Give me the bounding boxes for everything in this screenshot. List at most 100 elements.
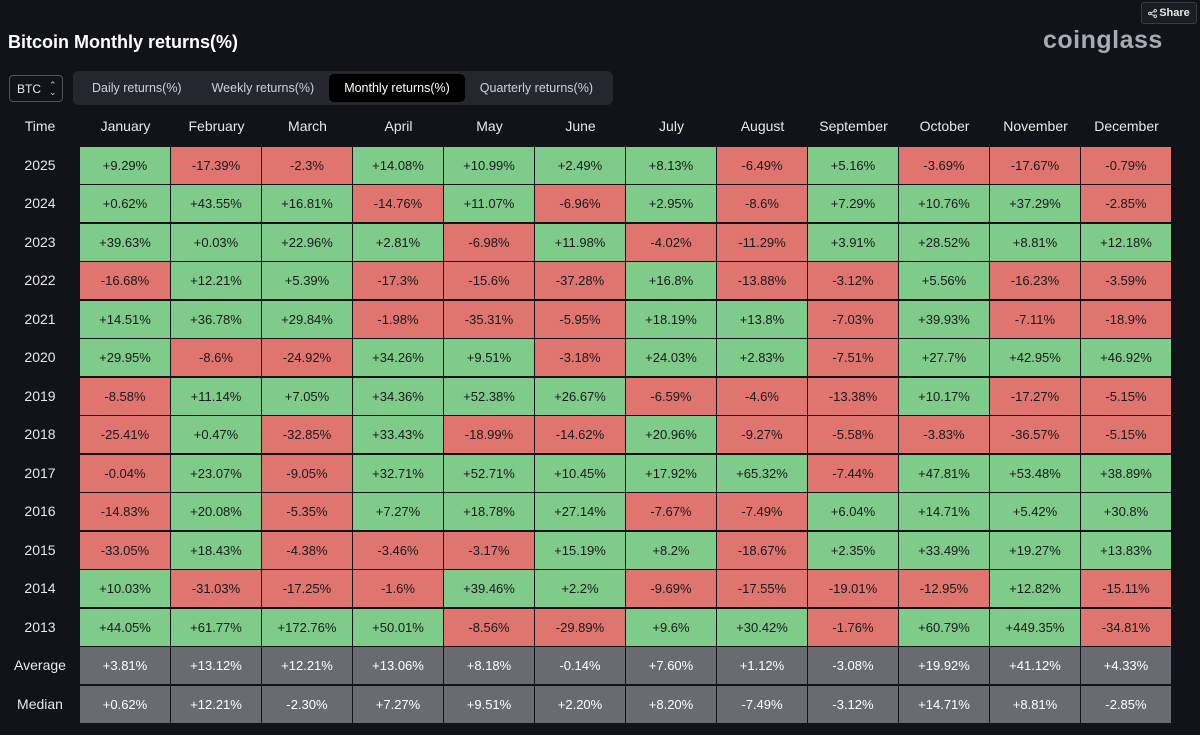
return-cell: +53.48% bbox=[990, 454, 1080, 492]
return-cell: +39.63% bbox=[80, 223, 170, 261]
stat-cell: +13.12% bbox=[171, 647, 261, 684]
table-row: 2021 +14.51% +36.78% +29.84% -1.98% -35.31% -5… bbox=[0, 300, 1200, 339]
return-cell: -2.3% bbox=[262, 146, 352, 184]
return-cell: +449.35% bbox=[990, 608, 1080, 646]
return-cell: -36.57% bbox=[990, 416, 1080, 453]
column-header-month: April bbox=[384, 118, 413, 135]
asset-select-value: BTC bbox=[17, 81, 41, 96]
column-header-month: September bbox=[819, 118, 888, 135]
return-cell: +34.36% bbox=[353, 377, 443, 415]
stat-row-label: Average bbox=[14, 657, 66, 674]
stat-cell: +7.60% bbox=[626, 647, 716, 684]
stat-row: Average +3.81% +13.12% +12.21% +13.06% +8.18%… bbox=[0, 646, 1200, 685]
year-label: 2013 bbox=[24, 618, 56, 635]
return-cell: -6.49% bbox=[717, 146, 807, 184]
return-cell: -5.95% bbox=[535, 300, 625, 338]
return-cell: +22.96% bbox=[262, 223, 352, 261]
return-cell: +17.92% bbox=[626, 454, 716, 492]
return-cell: -16.23% bbox=[990, 262, 1080, 299]
share-button[interactable]: Share bbox=[1141, 2, 1197, 24]
return-cell: -4.38% bbox=[262, 531, 352, 569]
return-cell: -9.69% bbox=[626, 570, 716, 607]
return-cell: -32.85% bbox=[262, 416, 352, 453]
return-cell: +172.76% bbox=[262, 608, 352, 646]
return-cell: +10.03% bbox=[80, 570, 170, 607]
return-cell: -37.28% bbox=[535, 262, 625, 299]
return-cell: -1.6% bbox=[353, 570, 443, 607]
year-label: 2022 bbox=[24, 272, 56, 289]
return-cell: -5.15% bbox=[1081, 377, 1171, 415]
year-label: 2015 bbox=[24, 541, 56, 558]
return-cell: +39.93% bbox=[899, 300, 989, 338]
stat-cell: +0.62% bbox=[80, 685, 170, 723]
return-cell: +0.62% bbox=[80, 185, 170, 222]
return-cell: -7.51% bbox=[808, 339, 898, 376]
table-row: 2025 +9.29% -17.39% -2.3% +14.08% +10.99% +2.4… bbox=[0, 146, 1200, 185]
table-row: 2015 -33.05% +18.43% -4.38% -3.46% -3.17% +15.… bbox=[0, 531, 1200, 570]
return-cell: -3.46% bbox=[353, 531, 443, 569]
share-label: Share bbox=[1159, 7, 1190, 19]
return-cell: -18.9% bbox=[1081, 300, 1171, 338]
tab-weekly-returns[interactable]: Weekly returns(%) bbox=[211, 81, 315, 95]
year-label: 2019 bbox=[24, 387, 56, 404]
return-cell: -7.44% bbox=[808, 454, 898, 492]
return-cell: -13.88% bbox=[717, 262, 807, 299]
stat-row: Median +0.62% +12.21% -2.30% +7.27% +9.51% +2.… bbox=[0, 685, 1200, 724]
return-cell: +2.95% bbox=[626, 185, 716, 222]
return-cell: -5.35% bbox=[262, 493, 352, 530]
stat-cell: +7.27% bbox=[353, 685, 443, 723]
return-cell: -11.29% bbox=[717, 223, 807, 261]
return-cell: +0.47% bbox=[171, 416, 261, 453]
return-cell: -34.81% bbox=[1081, 608, 1171, 646]
stat-cell: +12.21% bbox=[262, 647, 352, 684]
return-cell: +27.7% bbox=[899, 339, 989, 376]
column-header-month: February bbox=[188, 118, 245, 135]
return-cell: +28.52% bbox=[899, 223, 989, 261]
return-cell: +18.19% bbox=[626, 300, 716, 338]
tab-daily-returns[interactable]: Daily returns(%) bbox=[92, 81, 182, 95]
return-cell: +36.78% bbox=[171, 300, 261, 338]
return-cell: +8.81% bbox=[990, 223, 1080, 261]
year-label: 2014 bbox=[24, 580, 56, 597]
return-cell: -5.58% bbox=[808, 416, 898, 453]
return-cell: +6.04% bbox=[808, 493, 898, 530]
year-label: 2017 bbox=[24, 464, 56, 481]
table-row: 2013 +44.05% +61.77% +172.76% +50.01% -8.56% -… bbox=[0, 608, 1200, 647]
return-cell: -0.79% bbox=[1081, 146, 1171, 184]
return-cell: +2.49% bbox=[535, 146, 625, 184]
return-cell: +23.07% bbox=[171, 454, 261, 492]
return-cell: -7.67% bbox=[626, 493, 716, 530]
return-cell: +52.71% bbox=[444, 454, 534, 492]
return-cell: +29.95% bbox=[80, 339, 170, 376]
stat-cell: +8.20% bbox=[626, 685, 716, 723]
asset-select[interactable]: BTC ⌃ ⌄ bbox=[9, 75, 63, 102]
year-label: 2018 bbox=[24, 426, 56, 443]
return-cell: -3.83% bbox=[899, 416, 989, 453]
table-row: 2014 +10.03% -31.03% -17.25% -1.6% +39.46% +2.… bbox=[0, 569, 1200, 608]
table-row: 2017 -0.04% +23.07% -9.05% +32.71% +52.71% +10… bbox=[0, 454, 1200, 493]
table-row: 2019 -8.58% +11.14% +7.05% +34.36% +52.38% +26… bbox=[0, 377, 1200, 416]
return-cell: +33.49% bbox=[899, 531, 989, 569]
return-cell: +12.21% bbox=[171, 262, 261, 299]
stat-cell: +14.71% bbox=[899, 685, 989, 723]
return-cell: -31.03% bbox=[171, 570, 261, 607]
return-cell: +8.13% bbox=[626, 146, 716, 184]
return-cell: +11.07% bbox=[444, 185, 534, 222]
return-cell: +15.19% bbox=[535, 531, 625, 569]
return-cell: +18.78% bbox=[444, 493, 534, 530]
chevron-updown-icon: ⌃ ⌄ bbox=[49, 79, 57, 97]
return-cell: +14.08% bbox=[353, 146, 443, 184]
return-cell: +2.81% bbox=[353, 223, 443, 261]
tab-quarterly-returns[interactable]: Quarterly returns(%) bbox=[479, 81, 594, 95]
return-cell: +13.8% bbox=[717, 300, 807, 338]
return-cell: +20.96% bbox=[626, 416, 716, 453]
stat-row-label: Median bbox=[17, 695, 63, 712]
return-cell: -7.03% bbox=[808, 300, 898, 338]
return-cell: -17.55% bbox=[717, 570, 807, 607]
return-cell: +2.83% bbox=[717, 339, 807, 376]
return-cell: -8.6% bbox=[717, 185, 807, 222]
stat-cell: +19.92% bbox=[899, 647, 989, 684]
return-cell: -5.15% bbox=[1081, 416, 1171, 453]
tab-monthly-returns[interactable]: Monthly returns(%) bbox=[329, 74, 465, 102]
return-cell: -17.39% bbox=[171, 146, 261, 184]
